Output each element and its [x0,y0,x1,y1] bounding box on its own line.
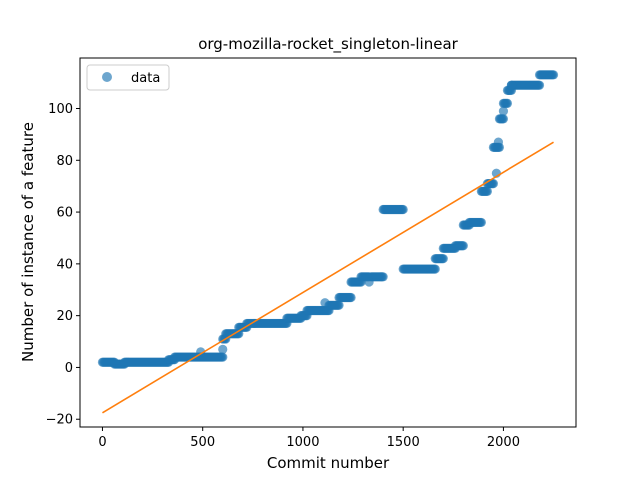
y-tick-label: 80 [56,154,73,169]
legend: data [86,64,170,91]
data-point [498,114,509,124]
y-tick-label: 20 [56,309,73,324]
data-point [320,298,330,308]
data-point [488,178,498,189]
data-point [196,347,206,357]
data-point [364,277,374,287]
x-tick-label: 1000 [286,435,319,450]
data-point [346,292,356,303]
x-tick-label: 500 [190,435,215,450]
x-tick-label: 1500 [387,435,420,450]
data-point [506,80,517,90]
y-tick-label: −20 [46,413,73,428]
data-point [482,186,492,196]
data-point [378,272,388,282]
y-tick-label: 40 [56,257,73,272]
data-point [493,137,504,147]
data-point [398,204,408,215]
x-axis-label: Commit number [267,454,390,472]
data-point [218,344,228,354]
y-tick-label: 100 [48,102,73,117]
data-point [334,300,344,310]
data-point [534,80,545,90]
fit-line [102,141,554,414]
data-point [476,217,486,228]
y-axis: −20 0 20 40 60 80 100 [46,102,80,428]
legend-box [86,64,170,91]
legend-label-data: data [131,71,160,86]
data-point [458,241,468,251]
data-point [548,70,559,80]
data-point [438,254,448,264]
x-tick-label: 2000 [487,435,520,450]
data-point [218,352,228,362]
chart-title: org-mozilla-rocket_singleton-linear [198,35,458,54]
data-point [498,106,509,116]
data-point [430,264,440,274]
y-axis-label: Number of instance of a feature [19,122,37,362]
y-tick-label: 0 [65,361,73,376]
plot-area [97,70,559,414]
axes-frame [79,57,577,428]
x-tick-label: 0 [98,435,106,450]
legend-marker-data [102,72,112,82]
data-point [502,98,513,108]
x-axis: 0 500 1000 1500 2000 [98,427,520,450]
y-tick-label: 60 [56,206,73,221]
